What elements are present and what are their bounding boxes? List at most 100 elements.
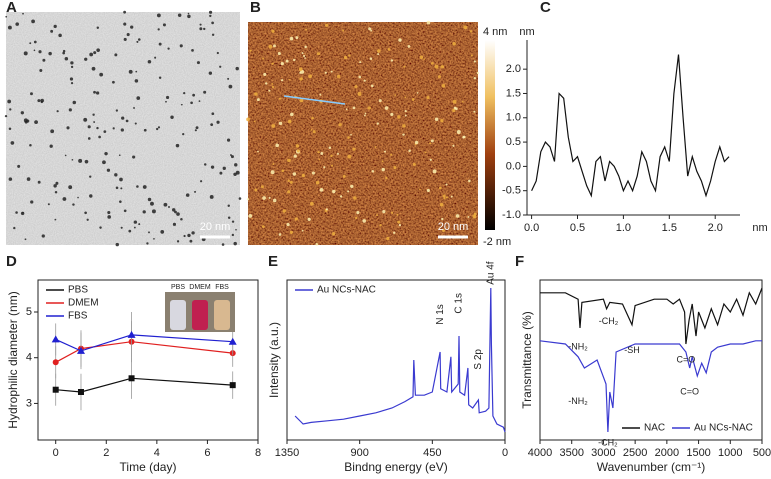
particle [211, 21, 214, 25]
particle [288, 119, 291, 122]
particle [72, 100, 77, 105]
particle [238, 197, 242, 200]
particle [320, 151, 324, 155]
particle [120, 187, 123, 190]
particle [397, 115, 401, 119]
particle [463, 25, 468, 30]
particle [168, 206, 170, 208]
particle [115, 109, 119, 112]
particle [470, 54, 473, 57]
particle [70, 82, 74, 85]
particle [134, 79, 139, 83]
particle [4, 114, 8, 118]
x-tick-label: 0 [502, 447, 508, 459]
inset-label: FBS [215, 284, 229, 291]
particle [370, 29, 373, 32]
particle [162, 23, 166, 27]
particle [158, 42, 162, 46]
marker [76, 346, 85, 354]
annotation: Au 4f [485, 261, 496, 285]
y-axis-label: Hydrophilic diameter (nm) [6, 291, 20, 428]
particle [235, 66, 239, 71]
annotation: N 1s [435, 304, 446, 325]
particle [191, 231, 195, 235]
particle [257, 150, 259, 153]
vial [192, 300, 208, 330]
particle [87, 125, 91, 129]
particle [339, 195, 343, 198]
particle [154, 56, 157, 59]
particle [69, 77, 74, 81]
particle [434, 64, 439, 69]
particle [325, 23, 329, 27]
particle [441, 217, 444, 221]
particle [354, 85, 358, 89]
particle [383, 150, 387, 153]
particle [412, 162, 416, 166]
particle [47, 203, 50, 206]
particle [387, 47, 391, 51]
particle [304, 57, 306, 59]
particle [271, 62, 274, 65]
x-tick-label: 6 [204, 447, 210, 459]
particle [356, 210, 360, 215]
particle [179, 44, 183, 48]
particle [272, 198, 277, 203]
particle [390, 112, 394, 117]
particle [249, 49, 252, 52]
particle [325, 208, 328, 211]
y-tick-label: 1.5 [506, 87, 521, 99]
annotation: C=O [680, 386, 699, 396]
particle [211, 112, 215, 116]
particle [123, 22, 127, 26]
particle [136, 40, 139, 43]
particle [398, 223, 402, 227]
particle [15, 22, 20, 26]
particle [221, 243, 225, 246]
particle [381, 160, 384, 163]
particle [381, 167, 385, 172]
particle [227, 77, 230, 80]
particle [287, 158, 291, 163]
panel-label: B [250, 0, 261, 16]
particle [287, 190, 291, 194]
particle [304, 45, 307, 49]
particle [230, 155, 234, 159]
particle [104, 151, 108, 156]
x-axis-label: nm [752, 222, 767, 234]
particle [107, 215, 111, 219]
colorbar-label: -2 nm [483, 236, 511, 248]
particle [370, 84, 374, 88]
particle [182, 132, 185, 136]
particle [295, 144, 300, 148]
particle [93, 90, 96, 94]
particle [191, 48, 194, 52]
particle [228, 84, 233, 89]
y-tick-label: 4 [26, 352, 32, 364]
particle [442, 229, 445, 233]
particle [384, 106, 389, 110]
data-line [294, 287, 506, 433]
particle [151, 209, 156, 214]
particle [408, 149, 411, 153]
annotation: -CH₂ [599, 316, 619, 326]
particle [5, 15, 8, 18]
particle [138, 223, 141, 226]
particle [369, 57, 373, 60]
x-tick-label: 1500 [686, 447, 710, 459]
particle [419, 55, 424, 59]
particle [199, 23, 202, 26]
particle [347, 136, 350, 139]
particle [432, 169, 437, 174]
particle [263, 72, 267, 77]
particle [290, 112, 294, 117]
particle [301, 52, 304, 55]
particle [128, 69, 133, 74]
particle [393, 231, 396, 235]
particle [30, 92, 33, 96]
particle [254, 92, 258, 96]
particle [404, 96, 407, 99]
particle [416, 92, 419, 94]
y-axis-label: Transmittance (%) [520, 311, 534, 409]
particle [102, 160, 106, 165]
